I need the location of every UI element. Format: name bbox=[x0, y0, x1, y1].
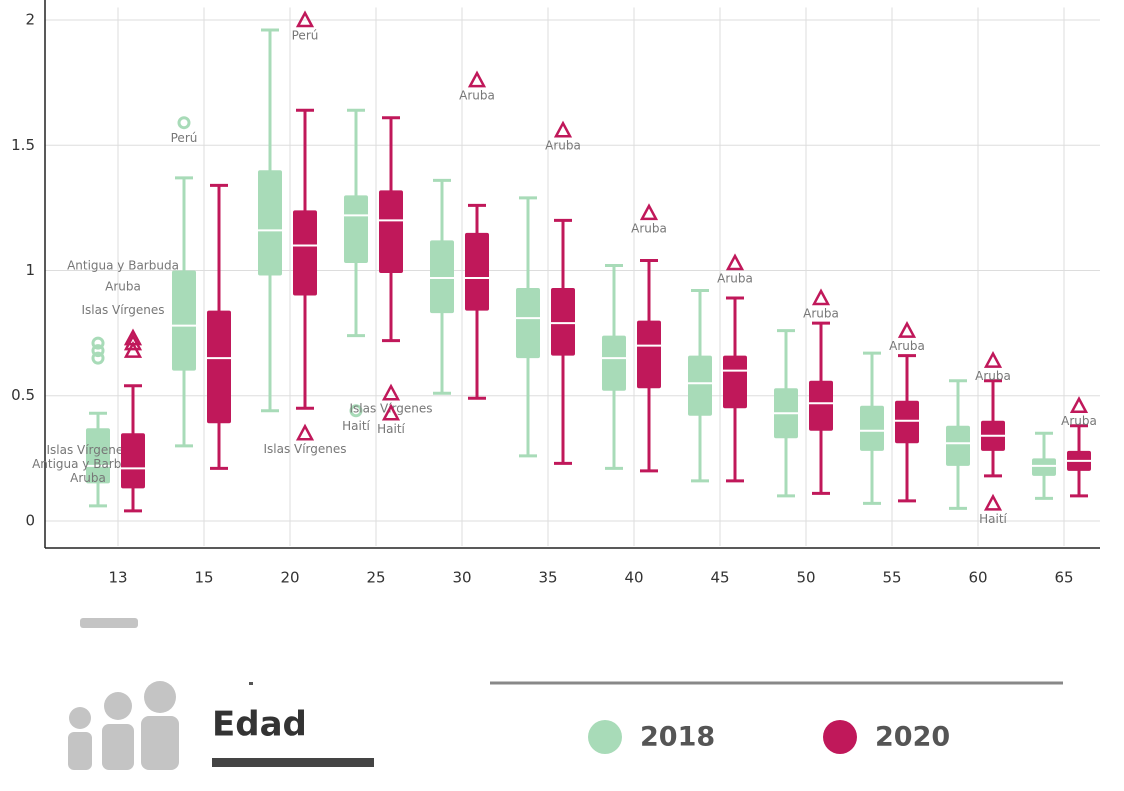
x-tick-label: 20 bbox=[280, 569, 299, 587]
outlier bbox=[983, 351, 1003, 368]
box bbox=[172, 270, 196, 371]
outlier-label: Islas Vírgenes bbox=[81, 303, 164, 317]
outlier bbox=[553, 120, 573, 138]
outlier-label: Perú bbox=[171, 131, 198, 145]
box bbox=[516, 288, 540, 359]
person-icon bbox=[144, 681, 176, 713]
box bbox=[723, 355, 747, 409]
outlier-label: Aruba bbox=[70, 471, 106, 485]
x-tick-label: 60 bbox=[968, 569, 987, 587]
x-tick-label: 25 bbox=[366, 569, 385, 587]
outlier bbox=[91, 351, 105, 365]
outlier-label: Aruba bbox=[631, 221, 667, 235]
x-tick-label: 13 bbox=[108, 569, 127, 587]
y-tick-label: 2 bbox=[25, 11, 35, 29]
box bbox=[465, 232, 489, 311]
person-icon bbox=[141, 716, 179, 770]
person-icon bbox=[102, 724, 134, 770]
x-axis-label: Edad bbox=[212, 705, 307, 745]
x-tick-label: 50 bbox=[796, 569, 815, 587]
outlier-label: Haití bbox=[342, 419, 370, 433]
box bbox=[293, 210, 317, 296]
box bbox=[207, 310, 231, 424]
x-tick-label: 40 bbox=[624, 569, 643, 587]
legend-swatch bbox=[588, 720, 622, 754]
box bbox=[688, 355, 712, 416]
box bbox=[344, 195, 368, 263]
outlier-label: Antigua y Barbuda bbox=[32, 457, 144, 471]
box bbox=[809, 380, 833, 431]
outlier-label: Antigua y Barbuda bbox=[67, 259, 179, 273]
legend-label: 2018 bbox=[640, 722, 715, 753]
underline bbox=[212, 758, 374, 767]
person-icon bbox=[68, 732, 92, 770]
box bbox=[258, 170, 282, 276]
x-tick-label: 30 bbox=[452, 569, 471, 587]
outlier bbox=[295, 423, 315, 441]
outlier bbox=[467, 70, 487, 88]
outlier bbox=[295, 10, 315, 28]
x-tick-label: 65 bbox=[1054, 569, 1073, 587]
outlier bbox=[91, 344, 105, 358]
y-tick-label: 0 bbox=[25, 511, 35, 529]
y-tick-label: 1.5 bbox=[11, 136, 35, 154]
box bbox=[121, 433, 145, 489]
outlier-label: Haití bbox=[377, 422, 405, 436]
outlier-label: Islas Vírgenes bbox=[263, 442, 346, 456]
person-icon bbox=[69, 707, 91, 729]
outlier bbox=[725, 253, 745, 271]
dash bbox=[249, 682, 253, 685]
box bbox=[379, 190, 403, 273]
outlier bbox=[811, 288, 831, 306]
outlier-label: Aruba bbox=[1061, 414, 1097, 428]
outlier bbox=[1069, 396, 1089, 413]
box bbox=[86, 428, 110, 484]
y-tick-label: 1 bbox=[25, 261, 35, 279]
x-tick-label: 45 bbox=[710, 569, 729, 587]
box bbox=[551, 288, 575, 356]
person-icon bbox=[104, 692, 132, 720]
y-tick-label: 0.5 bbox=[11, 386, 35, 404]
box bbox=[1032, 458, 1056, 476]
outlier-label: Haití bbox=[979, 512, 1007, 526]
x-tick-label: 35 bbox=[538, 569, 557, 587]
box bbox=[860, 405, 884, 451]
outlier bbox=[983, 493, 1003, 511]
calendar-icon bbox=[80, 618, 138, 628]
legend-icons bbox=[68, 618, 253, 770]
outlier-label: Aruba bbox=[105, 280, 141, 294]
outlier-label: Aruba bbox=[889, 339, 925, 353]
outlier bbox=[349, 404, 363, 418]
outlier bbox=[639, 203, 659, 221]
box bbox=[895, 400, 919, 444]
outlier-label: Aruba bbox=[717, 271, 753, 285]
outlier-label: Islas Vírgenes bbox=[46, 443, 129, 457]
box bbox=[637, 320, 661, 389]
x-tick-label: 15 bbox=[194, 569, 213, 587]
outlier-label: Perú bbox=[292, 29, 319, 43]
legend-swatch bbox=[823, 720, 857, 754]
outlier bbox=[91, 336, 105, 350]
box bbox=[602, 335, 626, 391]
outlier bbox=[381, 403, 401, 421]
outlier-label: Aruba bbox=[803, 307, 839, 321]
outlier-label: Aruba bbox=[545, 139, 581, 153]
outlier-label: Aruba bbox=[459, 89, 495, 103]
outlier bbox=[897, 320, 917, 338]
outlier bbox=[381, 383, 401, 401]
x-tick-label: 55 bbox=[882, 569, 901, 587]
box bbox=[946, 425, 970, 466]
outlier bbox=[177, 116, 191, 130]
outlier-label: Aruba bbox=[975, 369, 1011, 383]
box bbox=[430, 240, 454, 314]
outlier bbox=[123, 333, 143, 351]
outlier bbox=[123, 341, 143, 358]
legend-label: 2020 bbox=[875, 722, 950, 753]
